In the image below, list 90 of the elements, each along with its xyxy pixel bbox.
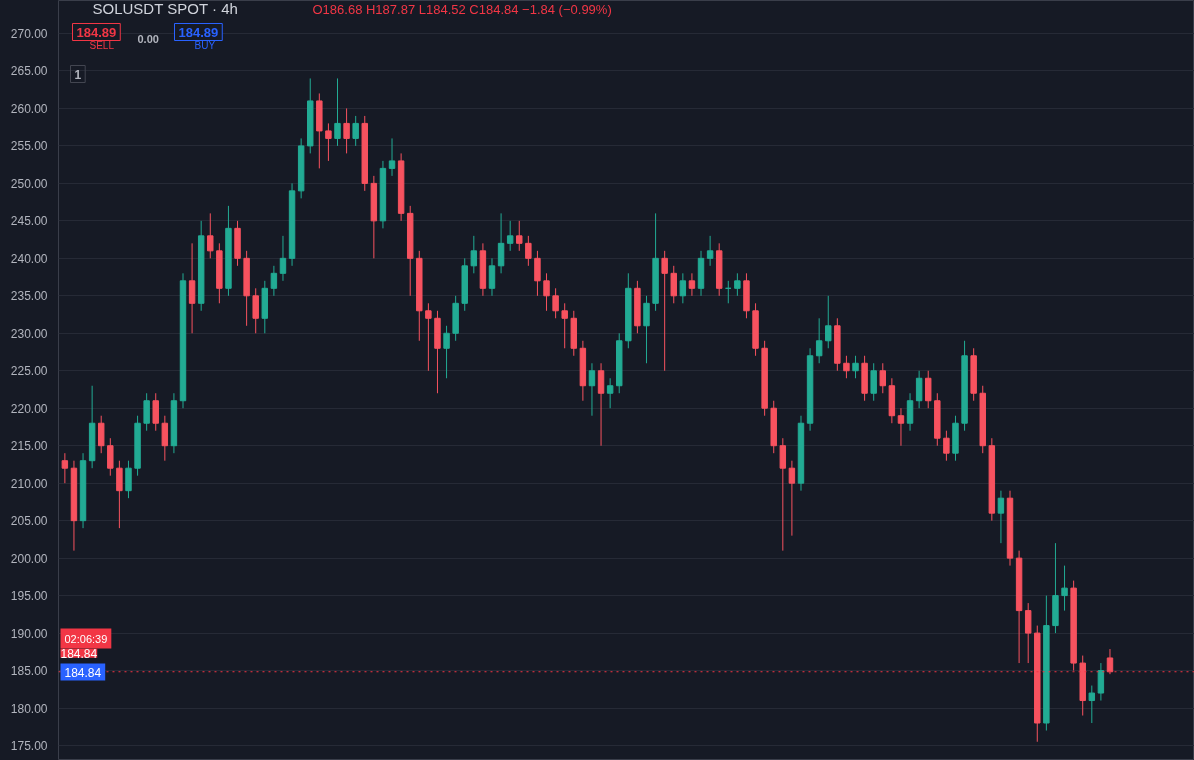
y-tick-label: 255.00	[10, 139, 48, 154]
candlestick	[779, 437, 787, 552]
annotation: 184.89	[76, 24, 117, 40]
annotation: 02:06:39	[64, 632, 108, 645]
candlestick	[852, 355, 859, 379]
candlestick	[879, 362, 887, 394]
candlestick	[334, 77, 341, 147]
candlestick	[543, 272, 550, 312]
y-tick-label: 270.00	[10, 26, 48, 41]
candlestick	[1088, 685, 1096, 724]
candlestick	[897, 407, 905, 447]
candlestick	[116, 460, 123, 529]
y-tick-label: 175.00	[10, 739, 48, 754]
y-tick-label: 215.00	[10, 439, 48, 454]
candlestick	[870, 362, 877, 402]
annotation: 184.89	[178, 24, 219, 40]
candlestick	[506, 220, 514, 252]
candlestick	[152, 392, 159, 432]
candlestick	[125, 460, 132, 499]
candlestick	[915, 370, 923, 409]
candlestick	[388, 137, 396, 177]
candlestick	[788, 460, 796, 537]
y-tick-label: 260.00	[10, 101, 48, 116]
candlestick	[552, 287, 559, 319]
candlestick	[588, 362, 596, 417]
y-tick-label: 250.00	[10, 176, 48, 191]
candlestick	[997, 490, 1005, 544]
candlestick	[325, 122, 332, 162]
candlestick	[734, 272, 741, 297]
candlestick	[1061, 565, 1068, 612]
y-tick-label: 200.00	[10, 551, 48, 566]
y-tick-label: 220.00	[10, 401, 48, 416]
candlestick	[270, 265, 278, 297]
y-tick-label: 230.00	[10, 326, 48, 341]
candlestick	[1106, 648, 1114, 675]
candlestick	[606, 377, 614, 409]
candlestick	[1097, 662, 1105, 702]
candlestick	[488, 257, 496, 297]
annotation: 0.00	[137, 32, 159, 45]
annotation: 184.84	[64, 665, 102, 680]
candlestick	[525, 235, 532, 267]
candlestick	[906, 392, 914, 432]
candlestick	[843, 355, 850, 379]
candlestick	[825, 295, 832, 349]
candlestick	[61, 452, 69, 484]
candlestick	[597, 362, 605, 447]
candlestick	[443, 325, 450, 379]
annotation: SELL	[89, 39, 115, 51]
y-tick-label: 235.00	[10, 289, 48, 304]
y-tick-label: 245.00	[10, 214, 48, 229]
candlestick	[343, 107, 350, 154]
legend-label: 184.84	[60, 646, 98, 661]
candlestick	[97, 415, 105, 454]
candlestick	[516, 220, 523, 252]
y-tick-label: 210.00	[10, 476, 48, 491]
candlestick	[107, 437, 114, 477]
candlestick	[279, 235, 287, 282]
candlestick	[207, 212, 214, 259]
candlestick	[561, 302, 568, 349]
candlestick	[643, 295, 650, 364]
candlestick	[497, 212, 505, 274]
candlestick	[252, 287, 259, 334]
candlestick	[661, 250, 668, 372]
annotation: 1	[74, 67, 82, 82]
candlestick	[815, 317, 823, 364]
y-tick-label: 190.00	[10, 626, 48, 641]
candlestick	[534, 250, 541, 297]
y-tick-label: 265.00	[10, 64, 48, 79]
candlestick	[706, 235, 714, 267]
y-tick-label: 225.00	[10, 364, 48, 379]
candlestick	[143, 392, 150, 432]
candlestick	[470, 235, 478, 274]
annotation: BUY	[194, 39, 216, 51]
y-tick-label: 185.00	[10, 664, 48, 679]
candlestick	[425, 302, 432, 372]
candlestick	[670, 265, 677, 304]
candlestick	[1024, 602, 1032, 664]
candlestick	[943, 430, 950, 462]
candlestick	[688, 272, 696, 297]
y-tick-label: 195.00	[10, 589, 48, 604]
y-tick-label: 205.00	[10, 514, 48, 529]
chart-subtitle: O186.68 H187.87 L184.52 C184.84 −1.84 (−0.99%)	[312, 1, 612, 17]
candlestick	[161, 415, 169, 462]
candlestick	[352, 115, 359, 147]
y-tick-label: 240.00	[10, 251, 48, 266]
candlestick	[188, 242, 196, 334]
candlestick	[925, 370, 932, 409]
chart-title: SOLUSDT SPOT · 4h	[92, 0, 238, 17]
candlestick	[679, 272, 687, 304]
y-tick-label: 180.00	[10, 701, 48, 716]
